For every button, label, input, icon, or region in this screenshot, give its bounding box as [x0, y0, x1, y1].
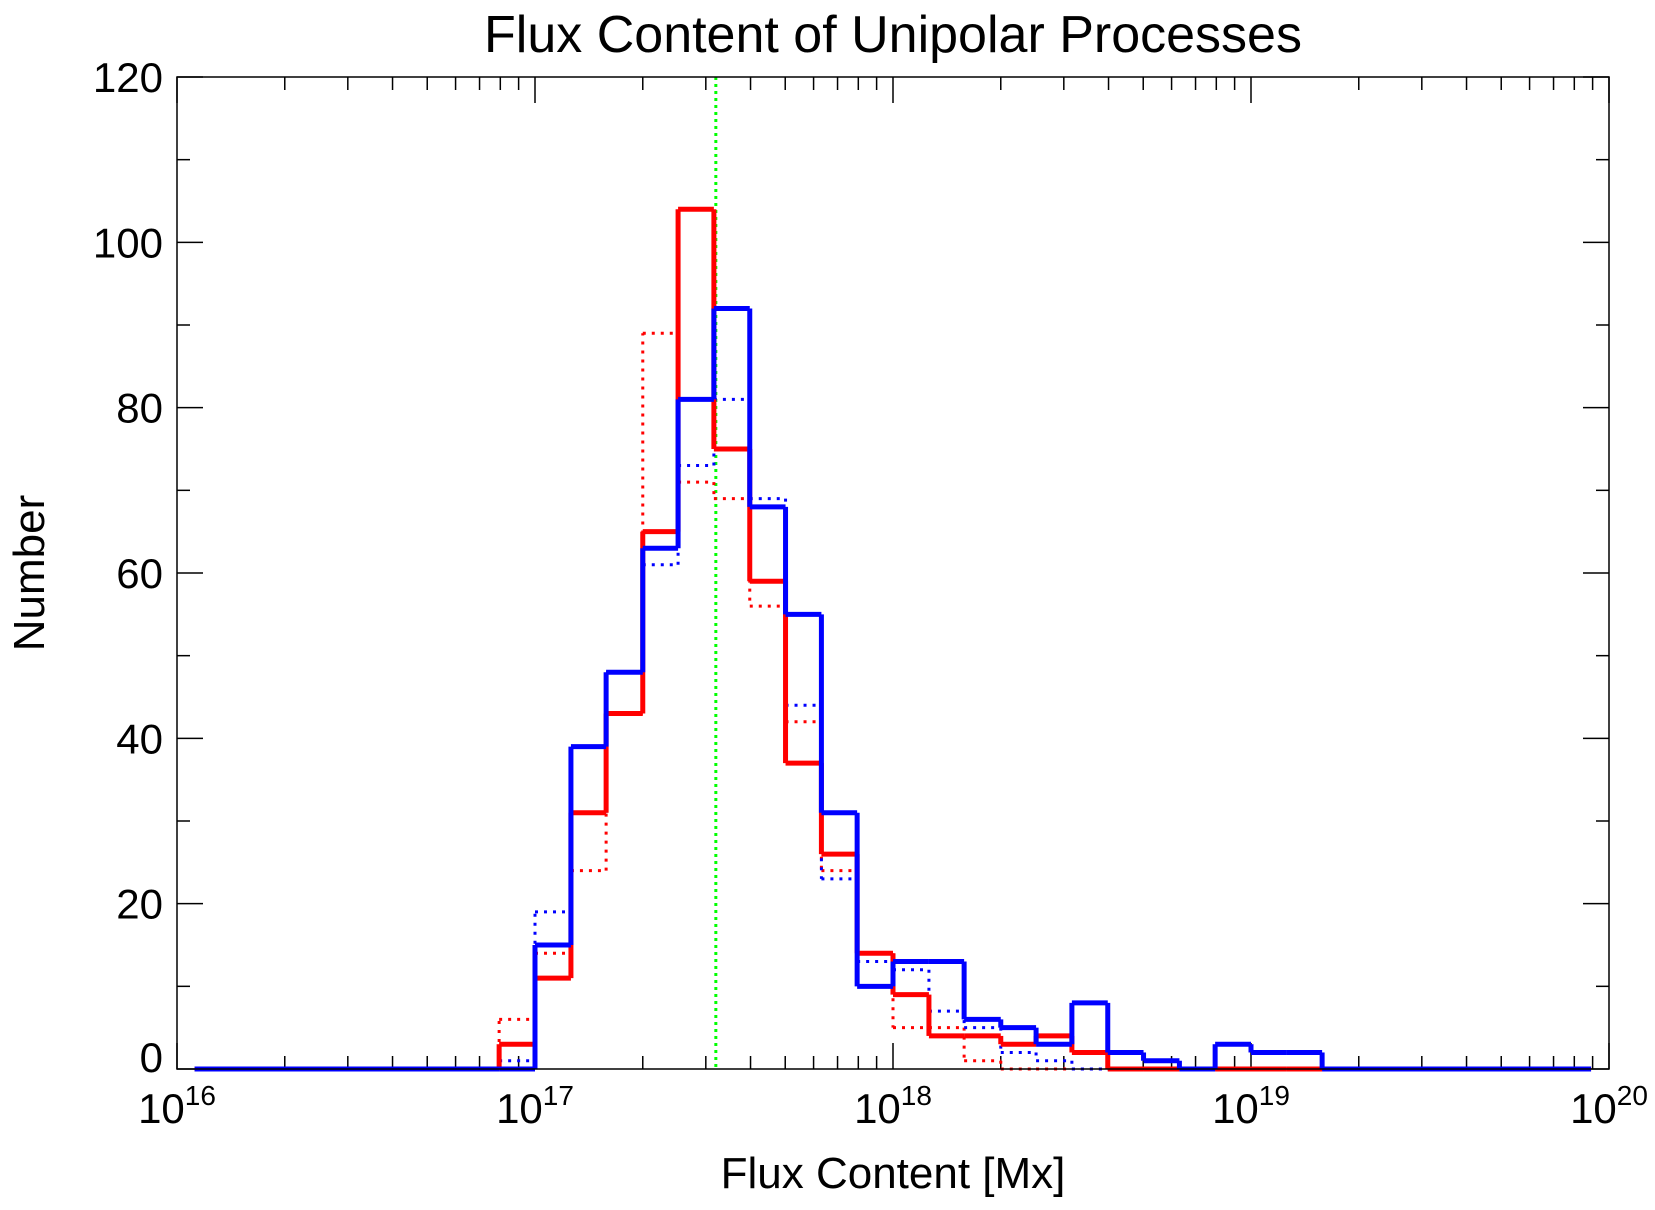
y-tick-label: 40 — [116, 715, 163, 762]
x-tick-base: 10 — [138, 1085, 185, 1132]
y-tick-label: 20 — [116, 881, 163, 928]
y-tick-label: 60 — [116, 550, 163, 597]
y-tick-label: 120 — [93, 54, 163, 101]
x-tick-label: 1016 — [138, 1080, 216, 1132]
y-axis-label: Number — [5, 495, 54, 652]
x-tick-exponent: 18 — [901, 1080, 932, 1111]
x-tick-exponent: 16 — [185, 1080, 216, 1111]
plot-frame — [176, 76, 1610, 1070]
x-tick-base: 10 — [496, 1085, 543, 1132]
x-tick-base: 10 — [854, 1085, 901, 1132]
x-tick-label: 1017 — [496, 1080, 574, 1132]
x-tick-base: 10 — [1570, 1085, 1617, 1132]
x-tick-exponent: 19 — [1259, 1080, 1290, 1111]
y-tick-label: 100 — [93, 219, 163, 266]
y-tick-label: 0 — [140, 1034, 163, 1081]
x-tick-base: 10 — [1212, 1085, 1259, 1132]
x-tick-exponent: 20 — [1617, 1080, 1648, 1111]
x-tick-exponent: 17 — [543, 1080, 574, 1111]
x-tick-label: 1018 — [854, 1080, 932, 1132]
x-tick-label: 1019 — [1212, 1080, 1290, 1132]
x-tick-label: 1020 — [1570, 1080, 1648, 1132]
x-axis-label: Flux Content [Mx] — [721, 1149, 1066, 1198]
chart-title: Flux Content of Unipolar Processes — [484, 6, 1302, 64]
y-tick-label: 80 — [116, 385, 163, 432]
